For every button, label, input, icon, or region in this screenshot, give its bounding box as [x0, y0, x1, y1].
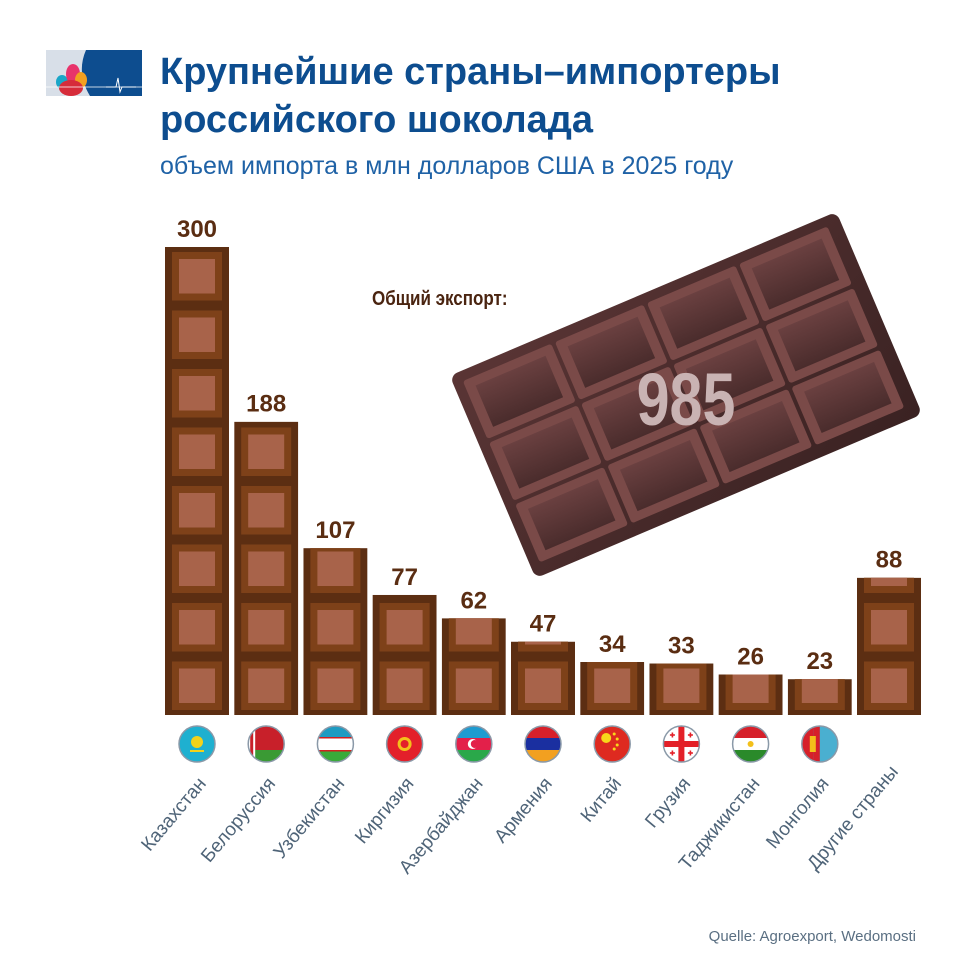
value-label: 188: [246, 391, 286, 418]
title-line-2: российского шоколада: [160, 99, 594, 141]
bar-segment-inner: [179, 259, 215, 294]
bar-segment-inner: [248, 493, 285, 528]
chocolate-piece-face: [777, 300, 866, 372]
chocolate-piece-face: [659, 277, 748, 349]
chocolate-piece-face: [567, 316, 656, 388]
value-label: 26: [737, 643, 764, 670]
category-label: Армения: [490, 774, 556, 847]
bar-segment-inner: [455, 668, 492, 703]
title-line-1: Крупнейшие страны–импортеры: [160, 51, 781, 93]
bar-Узбекистан: [303, 548, 368, 715]
bar-Таджикистан: [718, 674, 783, 715]
value-label: 47: [530, 611, 557, 638]
bar-segment: [518, 641, 568, 652]
chocolate-piece-face: [804, 361, 892, 434]
bar-segment-inner: [525, 641, 561, 645]
bar-segment-inner: [525, 668, 561, 703]
chocolate-piece-face: [475, 355, 564, 427]
mongolia-flag-icon: [801, 726, 838, 762]
bar-segment-inner: [179, 493, 215, 528]
bar-segment-inner: [732, 674, 769, 703]
bar-Армения: [511, 641, 575, 715]
value-label: 34: [599, 631, 626, 658]
bar-segment-inner: [317, 551, 354, 586]
bar-segment-inner: [386, 668, 423, 703]
value-label: 88: [876, 547, 903, 574]
bar-Грузия: [649, 663, 714, 715]
chocolate-piece-face: [712, 400, 800, 473]
bar-segment-inner: [663, 668, 700, 703]
china-flag-icon: [594, 726, 631, 762]
chocolate-piece-face: [593, 378, 682, 450]
bar-segment-inner: [801, 679, 838, 703]
bar-segment-inner: [594, 668, 631, 703]
category-label: Грузия: [641, 774, 695, 832]
chocolate-piece-face: [619, 440, 708, 512]
total-export-label: Общий экспорт:: [372, 287, 508, 310]
logo: [46, 50, 142, 96]
chocolate-piece-face: [527, 479, 616, 551]
bar-Киргизия: [372, 594, 437, 715]
bar-Монголия: [787, 679, 852, 715]
value-label: 62: [460, 587, 487, 614]
chocolate-piece-face: [501, 417, 590, 489]
bar-segment-inner: [179, 668, 215, 703]
bar-segment-inner: [179, 317, 215, 352]
georgia-flag-icon: [663, 726, 700, 762]
subtitle: объем импорта в млн долларов США в 2025 …: [160, 152, 734, 180]
bar-Другие страны: [857, 577, 921, 715]
source-note: Quelle: Agroexport, Wedomosti: [708, 928, 916, 945]
kazakhstan-flag-icon: [179, 726, 215, 762]
bar-Белоруссия: [234, 421, 299, 715]
category-label: Киргизия: [351, 774, 418, 848]
bar-segment-inner: [871, 668, 907, 703]
bar-Китай: [580, 661, 645, 715]
bar-segment-inner: [386, 610, 423, 645]
page-title: Крупнейшие страны–импортеры российского …: [160, 48, 781, 144]
bar-segment-inner: [179, 434, 215, 469]
bar-segment-inner: [179, 376, 215, 411]
bar-segment-inner: [317, 610, 354, 645]
chocolate-piece-face: [751, 238, 840, 310]
category-label: Китай: [577, 774, 626, 827]
bar-segment-inner: [317, 668, 354, 703]
bar-Азербайджан: [441, 618, 506, 715]
category-label: Узбекистан: [270, 774, 350, 863]
bar-segment-inner: [179, 551, 215, 586]
value-label: 107: [315, 517, 355, 544]
bar-segment-inner: [248, 610, 285, 645]
value-label: 33: [668, 633, 695, 660]
value-label: 23: [806, 648, 833, 675]
category-label: Казахстан: [138, 774, 211, 856]
bar-Казахстан: [165, 247, 229, 715]
bar-segment-inner: [248, 434, 285, 469]
bar-segment-inner: [871, 610, 907, 645]
chocolate-bar-illustration: 985: [452, 214, 920, 576]
value-label: 300: [177, 216, 217, 243]
kyrgyzstan-flag-icon: [386, 726, 423, 762]
bar-segment-inner: [179, 610, 215, 645]
total-export-value: 985: [637, 359, 736, 442]
bar-segment-inner: [455, 618, 492, 645]
bar-segment-inner: [248, 551, 285, 586]
chocolate-piece-face: [685, 339, 774, 411]
bar-segment-inner: [871, 577, 907, 586]
value-label: 77: [391, 564, 418, 591]
bar-segment-inner: [248, 668, 285, 703]
